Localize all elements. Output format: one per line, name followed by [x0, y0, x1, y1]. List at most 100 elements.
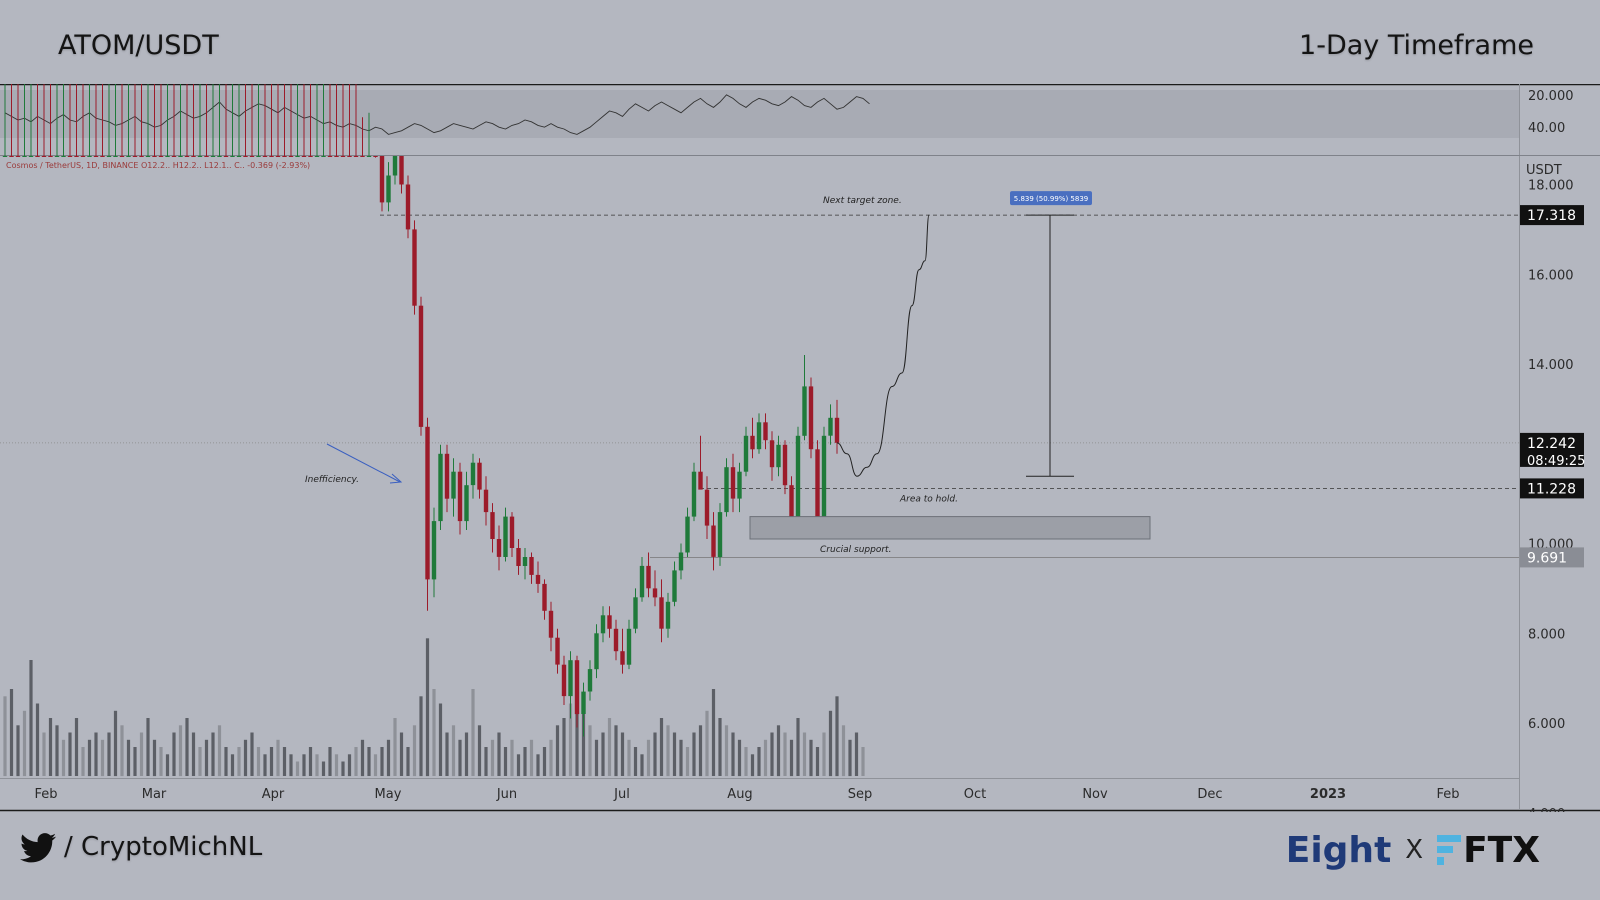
volume-bar	[9, 689, 14, 776]
volume-bar	[529, 739, 534, 777]
candle-body	[626, 628, 632, 665]
volume-bar	[672, 732, 677, 776]
volume-bar	[22, 710, 27, 777]
volume-bar	[776, 725, 781, 777]
candle-body	[620, 651, 625, 665]
volume-bar	[68, 732, 72, 776]
price-label-bg	[1520, 547, 1584, 568]
pair-title: ATOM/USDT	[58, 30, 219, 61]
volume-bar	[438, 703, 443, 776]
volume-bar	[276, 739, 280, 777]
volume-bar	[451, 725, 456, 777]
candle-body	[392, 156, 398, 176]
candle-body	[80, 156, 86, 157]
volume-bar	[315, 754, 319, 777]
candle-body	[431, 521, 437, 580]
candle-body	[327, 156, 333, 157]
volume-bar	[542, 747, 547, 776]
volume-bar	[432, 689, 436, 776]
candle-body	[743, 435, 749, 472]
candle-body	[418, 305, 424, 427]
candle-body	[704, 489, 710, 526]
volume-bar	[828, 710, 833, 777]
candle-body	[464, 485, 469, 522]
volume-bar	[412, 725, 417, 777]
volume-bar	[523, 747, 527, 776]
candle-body	[113, 156, 118, 157]
volume-bar	[87, 739, 92, 777]
candle-body	[828, 417, 833, 436]
volume-bar	[815, 747, 820, 776]
x-tick-label: Sep	[848, 787, 873, 802]
x-tick-label: Oct	[964, 787, 986, 802]
candle-body	[139, 156, 144, 157]
candle-body	[379, 156, 385, 203]
volume-bar	[269, 747, 274, 776]
candle-body	[522, 557, 528, 566]
price-label-bg	[1520, 478, 1584, 499]
volume-bar	[126, 739, 131, 777]
volume-bar	[139, 732, 144, 776]
volume-bar	[341, 761, 345, 776]
rsi-line	[4, 94, 870, 135]
volume-bar	[328, 747, 332, 776]
x-tick-label: May	[375, 787, 402, 802]
candle-body	[158, 156, 164, 157]
candle-body	[236, 156, 242, 157]
volume-bar	[308, 747, 313, 776]
volume-bar	[640, 754, 644, 777]
candle-body	[665, 601, 671, 629]
candle-body	[451, 471, 456, 499]
volume-bar	[666, 725, 670, 777]
price-label-bg	[1520, 432, 1584, 467]
candle-body	[756, 422, 762, 450]
twitter-icon	[20, 833, 56, 863]
candle-body	[503, 516, 508, 557]
candle-body	[613, 628, 619, 652]
volume-bar	[42, 732, 46, 776]
volume-bar	[627, 739, 631, 777]
candle-body	[399, 156, 404, 185]
price-label-text: 11.228	[1527, 481, 1576, 497]
candle-body	[490, 512, 495, 539]
candle-body	[334, 156, 339, 157]
volume-bar	[120, 725, 124, 777]
candle-body	[262, 156, 268, 157]
candle-body	[548, 610, 554, 638]
x-tick-label: Nov	[1082, 787, 1108, 802]
candle-body	[633, 597, 638, 629]
volume-bar	[607, 718, 612, 776]
volume-bar	[419, 696, 423, 777]
candle-body	[100, 156, 105, 157]
rsi-pane	[4, 94, 870, 135]
price-label-text: 12.242	[1527, 436, 1576, 452]
candle-body	[776, 444, 781, 468]
y-tick-label: 14.000	[1528, 358, 1574, 373]
volume-bar	[770, 732, 774, 776]
candle-body	[301, 156, 307, 157]
candle-body	[321, 156, 326, 157]
price-chart[interactable]: 40.00 Cosmos / TetherUS, 1D, BINANCE O12…	[0, 0, 1600, 822]
volume-bar	[425, 638, 430, 777]
volume-bar	[861, 747, 865, 776]
candle-body	[470, 462, 476, 486]
volume-bar	[172, 732, 176, 776]
crucial-support-text: Crucial support.	[820, 545, 891, 555]
volume-bar	[152, 739, 157, 777]
candle-body	[581, 691, 586, 714]
volume-bar	[718, 718, 722, 776]
candle-body	[48, 156, 53, 157]
candle-body	[425, 426, 430, 580]
volume-bar	[575, 689, 579, 776]
rsi-band	[0, 90, 1519, 138]
volume-bar	[477, 725, 482, 777]
candle-body	[249, 156, 255, 157]
brand-separator: X	[1405, 835, 1424, 865]
candle-body	[607, 615, 612, 629]
chart-area: 40.00 Cosmos / TetherUS, 1D, BINANCE O12…	[0, 0, 1600, 822]
twitter-handle[interactable]: / CryptoMichNL	[64, 832, 263, 862]
candle-body	[366, 156, 372, 157]
volume-bar	[822, 732, 826, 776]
candle-body	[652, 588, 658, 598]
volume-bar	[55, 725, 59, 777]
